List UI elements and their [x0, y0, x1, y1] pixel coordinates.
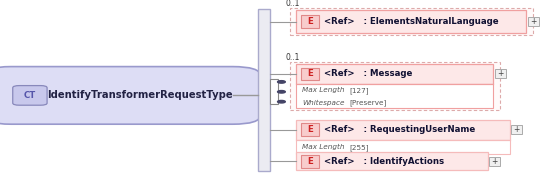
Bar	[296, 64, 493, 84]
Text: E: E	[307, 17, 312, 26]
Circle shape	[278, 100, 285, 103]
Text: +: +	[530, 17, 537, 26]
Text: CT: CT	[24, 91, 36, 100]
Bar	[301, 15, 319, 28]
Bar	[296, 140, 510, 154]
Text: <Ref>   : ElementsNaturalLanguage: <Ref> : ElementsNaturalLanguage	[324, 17, 499, 26]
Circle shape	[278, 91, 285, 93]
Text: +: +	[491, 157, 498, 166]
Bar	[296, 10, 526, 33]
Bar	[296, 120, 510, 140]
Bar	[301, 123, 319, 136]
Bar	[495, 69, 506, 78]
Text: <Ref>   : Message: <Ref> : Message	[324, 69, 413, 78]
Text: +: +	[514, 125, 520, 134]
Bar	[296, 84, 493, 108]
Bar	[290, 8, 533, 35]
Text: Whitespace: Whitespace	[302, 100, 345, 106]
Text: [Preserve]: [Preserve]	[349, 99, 386, 106]
Bar	[301, 155, 319, 168]
FancyBboxPatch shape	[0, 67, 260, 124]
Bar	[301, 68, 319, 80]
Text: Max Length: Max Length	[302, 144, 345, 150]
Text: +: +	[497, 69, 504, 78]
Text: [255]: [255]	[349, 144, 368, 151]
Circle shape	[278, 81, 285, 83]
Text: IdentifyTransformerRequestType: IdentifyTransformerRequestType	[47, 90, 233, 100]
Bar	[258, 9, 270, 171]
Bar	[489, 157, 500, 166]
Text: <Ref>   : RequestingUserName: <Ref> : RequestingUserName	[324, 125, 475, 134]
Text: E: E	[307, 69, 312, 78]
Text: Max Length: Max Length	[302, 87, 345, 93]
Text: 0..1: 0..1	[285, 0, 300, 8]
Bar	[528, 17, 539, 26]
Text: 0..1: 0..1	[285, 53, 300, 62]
Bar	[296, 152, 488, 170]
Bar	[290, 62, 500, 110]
Text: E: E	[307, 157, 312, 166]
Bar	[511, 125, 522, 134]
FancyBboxPatch shape	[13, 86, 47, 105]
Bar	[270, 79, 278, 104]
Text: E: E	[307, 125, 312, 134]
Text: <Ref>   : IdentifyActions: <Ref> : IdentifyActions	[324, 157, 444, 166]
Text: [127]: [127]	[349, 87, 368, 94]
